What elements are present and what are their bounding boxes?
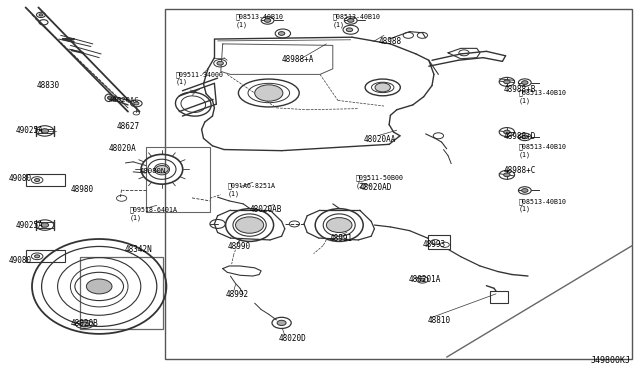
Bar (146, 147, 210, 212)
Circle shape (236, 217, 264, 233)
Circle shape (108, 96, 114, 100)
Circle shape (346, 28, 353, 32)
Text: 49080: 49080 (8, 174, 31, 183)
Text: 48992: 48992 (225, 290, 248, 299)
Text: 48020B: 48020B (70, 319, 98, 328)
Circle shape (81, 322, 88, 327)
Circle shape (134, 102, 139, 105)
Bar (490, 291, 508, 303)
Text: Ⓝ08513-40B10
(1): Ⓝ08513-40B10 (1) (333, 13, 381, 28)
Circle shape (522, 135, 528, 139)
Text: 48991: 48991 (330, 234, 353, 243)
Text: 48988+D: 48988+D (504, 132, 536, 141)
Circle shape (41, 129, 49, 133)
Text: Ⓢ09511-34000
(1): Ⓢ09511-34000 (1) (176, 71, 224, 85)
Circle shape (522, 81, 528, 84)
Text: 48020AD: 48020AD (360, 183, 392, 192)
Text: 49025A: 49025A (16, 221, 44, 230)
Text: Ⓝ08513-40B10
(1): Ⓝ08513-40B10 (1) (518, 90, 566, 104)
Circle shape (375, 83, 390, 92)
Text: 48988+A: 48988+A (282, 55, 314, 64)
Circle shape (504, 130, 510, 134)
Circle shape (278, 32, 285, 35)
Text: 49025A: 49025A (16, 126, 44, 135)
Circle shape (348, 19, 354, 22)
Text: 48020AB: 48020AB (250, 205, 282, 214)
Text: 48020A: 48020A (109, 144, 136, 153)
Text: 48988: 48988 (379, 37, 402, 46)
Text: 48627: 48627 (117, 122, 140, 131)
Text: 48020D: 48020D (278, 334, 306, 343)
Text: 48988+B: 48988+B (504, 85, 536, 94)
Text: Ⓝ08513-40B10
(1): Ⓝ08513-40B10 (1) (518, 144, 566, 158)
Text: Ⓢ09518-6401A
(1): Ⓢ09518-6401A (1) (129, 207, 177, 221)
Text: J49800KJ: J49800KJ (590, 356, 630, 365)
Bar (80, 257, 163, 329)
Circle shape (86, 279, 112, 294)
Text: 48988+C: 48988+C (504, 166, 536, 174)
Circle shape (420, 278, 425, 281)
Circle shape (277, 320, 286, 326)
Circle shape (326, 218, 352, 232)
Text: Ⓒ09lA6-8251A
(1): Ⓒ09lA6-8251A (1) (227, 183, 275, 197)
Circle shape (41, 223, 49, 227)
Circle shape (35, 255, 40, 258)
Circle shape (217, 61, 223, 65)
Bar (26, 250, 65, 262)
Text: 48810: 48810 (428, 316, 451, 325)
Circle shape (504, 173, 510, 177)
Text: 48990: 48990 (228, 242, 251, 251)
Text: 48080N: 48080N (140, 168, 166, 174)
Text: Ⓝ08513-40B10
(1): Ⓝ08513-40B10 (1) (236, 13, 284, 28)
Circle shape (522, 189, 528, 192)
Circle shape (156, 166, 168, 173)
Bar (428, 235, 450, 249)
Text: 48830: 48830 (37, 81, 60, 90)
Text: Ⓢ09511-50B00
(2): Ⓢ09511-50B00 (2) (355, 174, 403, 189)
Text: Ⓝ08513-40B10
(1): Ⓝ08513-40B10 (1) (518, 198, 566, 212)
Circle shape (264, 19, 271, 22)
Text: 48342N: 48342N (125, 245, 152, 254)
Text: 49080: 49080 (8, 256, 31, 265)
Circle shape (255, 85, 283, 101)
Circle shape (504, 80, 510, 84)
Text: 48980: 48980 (70, 185, 93, 194)
Circle shape (39, 14, 43, 16)
Text: 48020AA: 48020AA (364, 135, 396, 144)
Circle shape (35, 179, 40, 182)
Bar (26, 174, 65, 186)
Text: 48993: 48993 (422, 240, 445, 249)
Bar (165, 9, 632, 359)
Text: 48020AC: 48020AC (109, 97, 140, 103)
Text: 480201A: 480201A (408, 275, 441, 284)
